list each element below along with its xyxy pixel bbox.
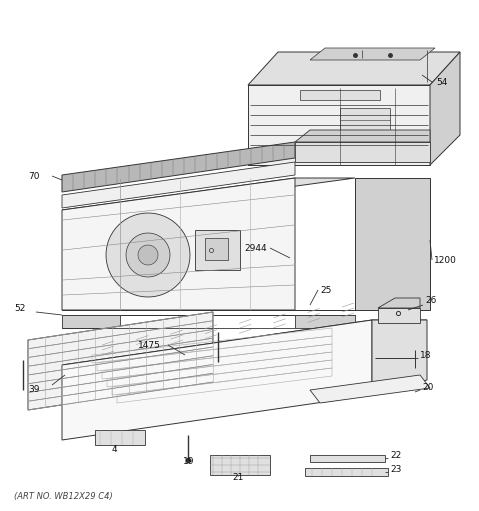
Polygon shape [62,320,427,365]
Polygon shape [106,213,190,297]
Text: 1200: 1200 [434,256,457,265]
Polygon shape [295,130,430,142]
Polygon shape [62,162,295,208]
Text: 26: 26 [425,295,436,305]
Polygon shape [195,230,240,270]
Text: 25: 25 [320,286,331,294]
Polygon shape [310,455,385,462]
Text: 23: 23 [390,466,401,475]
Polygon shape [205,238,228,260]
Text: 19: 19 [183,457,194,467]
Polygon shape [378,298,420,308]
Polygon shape [126,233,170,277]
Text: 21: 21 [232,474,243,482]
Polygon shape [62,142,295,192]
Text: 4: 4 [112,446,118,454]
Polygon shape [62,178,355,210]
Polygon shape [62,210,120,310]
Polygon shape [310,375,430,403]
Text: 18: 18 [420,352,432,360]
Polygon shape [295,315,355,328]
Polygon shape [355,178,430,310]
Polygon shape [300,90,380,100]
Polygon shape [310,48,435,60]
Polygon shape [62,178,295,310]
Polygon shape [210,455,270,475]
Polygon shape [28,312,213,410]
Text: 52: 52 [14,304,25,313]
Polygon shape [62,315,120,328]
Polygon shape [95,430,145,445]
Text: 70: 70 [28,172,39,180]
Text: 20: 20 [422,383,433,392]
Polygon shape [248,85,430,165]
Text: 1475: 1475 [138,340,161,350]
Polygon shape [138,245,158,265]
Polygon shape [305,468,388,476]
Text: 22: 22 [390,452,401,460]
Text: 54: 54 [436,78,447,86]
Polygon shape [430,52,460,165]
Text: 39: 39 [28,385,39,394]
Polygon shape [295,142,430,162]
Text: 2944: 2944 [244,244,267,252]
Polygon shape [378,308,420,323]
Polygon shape [372,320,427,395]
Text: (ART NO. WB12X29 C4): (ART NO. WB12X29 C4) [14,493,113,501]
Polygon shape [340,108,390,138]
Polygon shape [62,320,372,440]
Polygon shape [248,52,460,85]
